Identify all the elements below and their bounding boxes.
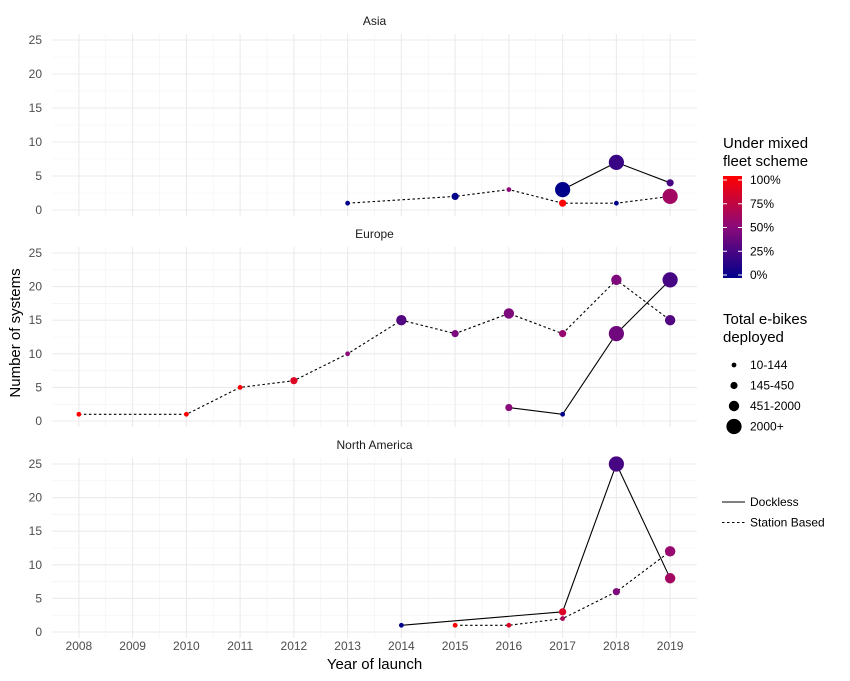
y-tick-label: 0 <box>35 414 42 428</box>
data-point-dockless <box>608 326 624 342</box>
x-tick-label: 2015 <box>442 639 469 653</box>
y-tick-label: 0 <box>35 203 42 217</box>
data-point-dockless <box>666 179 674 187</box>
color-legend-title: fleet scheme <box>723 153 808 170</box>
size-legend-label: 451-2000 <box>750 399 801 413</box>
series-line-station-based <box>347 189 671 204</box>
data-point-dockless <box>505 403 513 412</box>
data-point-station-based <box>664 546 676 557</box>
x-tick-label: 2018 <box>603 639 630 653</box>
data-point-station-based <box>452 622 458 628</box>
y-tick-label: 5 <box>35 591 42 605</box>
size-legend-title: Total e-bikes <box>723 311 807 328</box>
color-legend-label: 50% <box>750 221 774 235</box>
data-point-dockless <box>608 456 624 472</box>
y-tick-label: 25 <box>29 246 43 260</box>
series-line-station-based <box>455 550 671 626</box>
data-point-station-based <box>290 377 298 385</box>
size-legend-key <box>730 381 738 390</box>
data-point-station-based <box>559 330 567 338</box>
color-legend-label: 25% <box>750 244 774 258</box>
data-point-station-based <box>559 199 567 207</box>
data-point-station-based <box>237 385 243 390</box>
data-point-station-based <box>345 351 351 357</box>
x-tick-label: 2014 <box>388 639 415 653</box>
x-tick-label: 2019 <box>657 639 684 653</box>
x-tick-label: 2011 <box>227 639 253 653</box>
y-tick-label: 20 <box>29 280 43 294</box>
x-axis-title: Year of launch <box>327 656 422 673</box>
y-tick-label: 15 <box>29 313 43 327</box>
data-point-station-based <box>506 187 512 193</box>
size-legend-label: 2000+ <box>750 420 784 434</box>
y-tick-label: 10 <box>29 135 43 149</box>
color-bar <box>723 176 742 278</box>
data-point-station-based <box>611 274 622 286</box>
y-axis-title: Number of systems <box>7 268 24 397</box>
panel-title: North America <box>336 438 412 452</box>
data-point-dockless <box>662 272 678 288</box>
data-point-station-based <box>560 616 566 621</box>
data-point-station-based <box>662 188 678 204</box>
data-point-station-based <box>613 200 619 206</box>
x-tick-label: 2016 <box>496 639 523 653</box>
data-point-station-based <box>76 411 82 417</box>
x-tick-label: 2009 <box>119 639 146 653</box>
y-tick-label: 25 <box>29 457 43 471</box>
x-tick-label: 2017 <box>549 639 576 653</box>
y-tick-label: 10 <box>29 347 43 361</box>
size-legend-key <box>731 362 737 368</box>
y-tick-label: 20 <box>29 491 43 505</box>
y-tick-label: 5 <box>35 380 42 394</box>
color-legend-label: 75% <box>750 197 774 211</box>
data-point-station-based <box>396 315 407 326</box>
y-tick-label: 15 <box>29 101 43 115</box>
y-tick-label: 20 <box>29 67 43 81</box>
size-legend-title: deployed <box>723 329 784 346</box>
y-tick-label: 25 <box>29 33 43 47</box>
x-tick-label: 2008 <box>66 639 93 653</box>
panel-title: Europe <box>355 227 394 241</box>
data-point-dockless <box>398 622 404 628</box>
linetype-legend-label: Dockless <box>750 495 799 509</box>
series-line-dockless <box>508 279 671 415</box>
data-point-dockless <box>555 182 571 198</box>
panel-title: Asia <box>363 14 387 28</box>
size-legend-key <box>726 418 742 435</box>
data-point-station-based <box>503 308 515 319</box>
data-point-dockless <box>560 411 566 417</box>
x-tick-label: 2010 <box>173 639 200 653</box>
size-legend-label: 10-144 <box>750 358 788 372</box>
panel-north-america: North America 0 5 10 15 20 25 <box>29 438 697 639</box>
data-point-station-based <box>451 330 459 338</box>
color-legend-title: Under mixed <box>723 135 808 152</box>
y-tick-label: 5 <box>35 169 42 183</box>
panel-europe: Europe 0 5 10 15 20 25 <box>29 227 697 428</box>
data-point-station-based <box>451 192 459 200</box>
y-tick-label: 0 <box>35 625 42 639</box>
y-tick-label: 15 <box>29 524 43 538</box>
data-point-dockless <box>608 154 624 170</box>
y-tick-label: 10 <box>29 558 43 572</box>
linetype-legend: Dockless Station Based <box>722 495 825 530</box>
data-point-station-based <box>183 411 189 417</box>
linetype-legend-label: Station Based <box>750 516 825 530</box>
data-point-station-based <box>612 588 620 596</box>
series-line-dockless <box>401 462 671 626</box>
panel-asia: Asia 0 5 10 15 20 25 <box>29 14 697 217</box>
data-point-station-based <box>506 622 512 628</box>
x-tick-label: 2012 <box>281 639 308 653</box>
data-point-station-based <box>345 200 351 206</box>
data-point-dockless <box>664 573 676 584</box>
size-legend-label: 145-450 <box>750 379 794 393</box>
data-point-dockless <box>559 608 567 616</box>
color-legend-label: 0% <box>750 268 768 282</box>
x-tick-label: 2013 <box>334 639 361 653</box>
data-point-station-based <box>664 315 676 326</box>
size-legend-key <box>728 400 740 412</box>
color-legend-label: 100% <box>750 173 781 187</box>
